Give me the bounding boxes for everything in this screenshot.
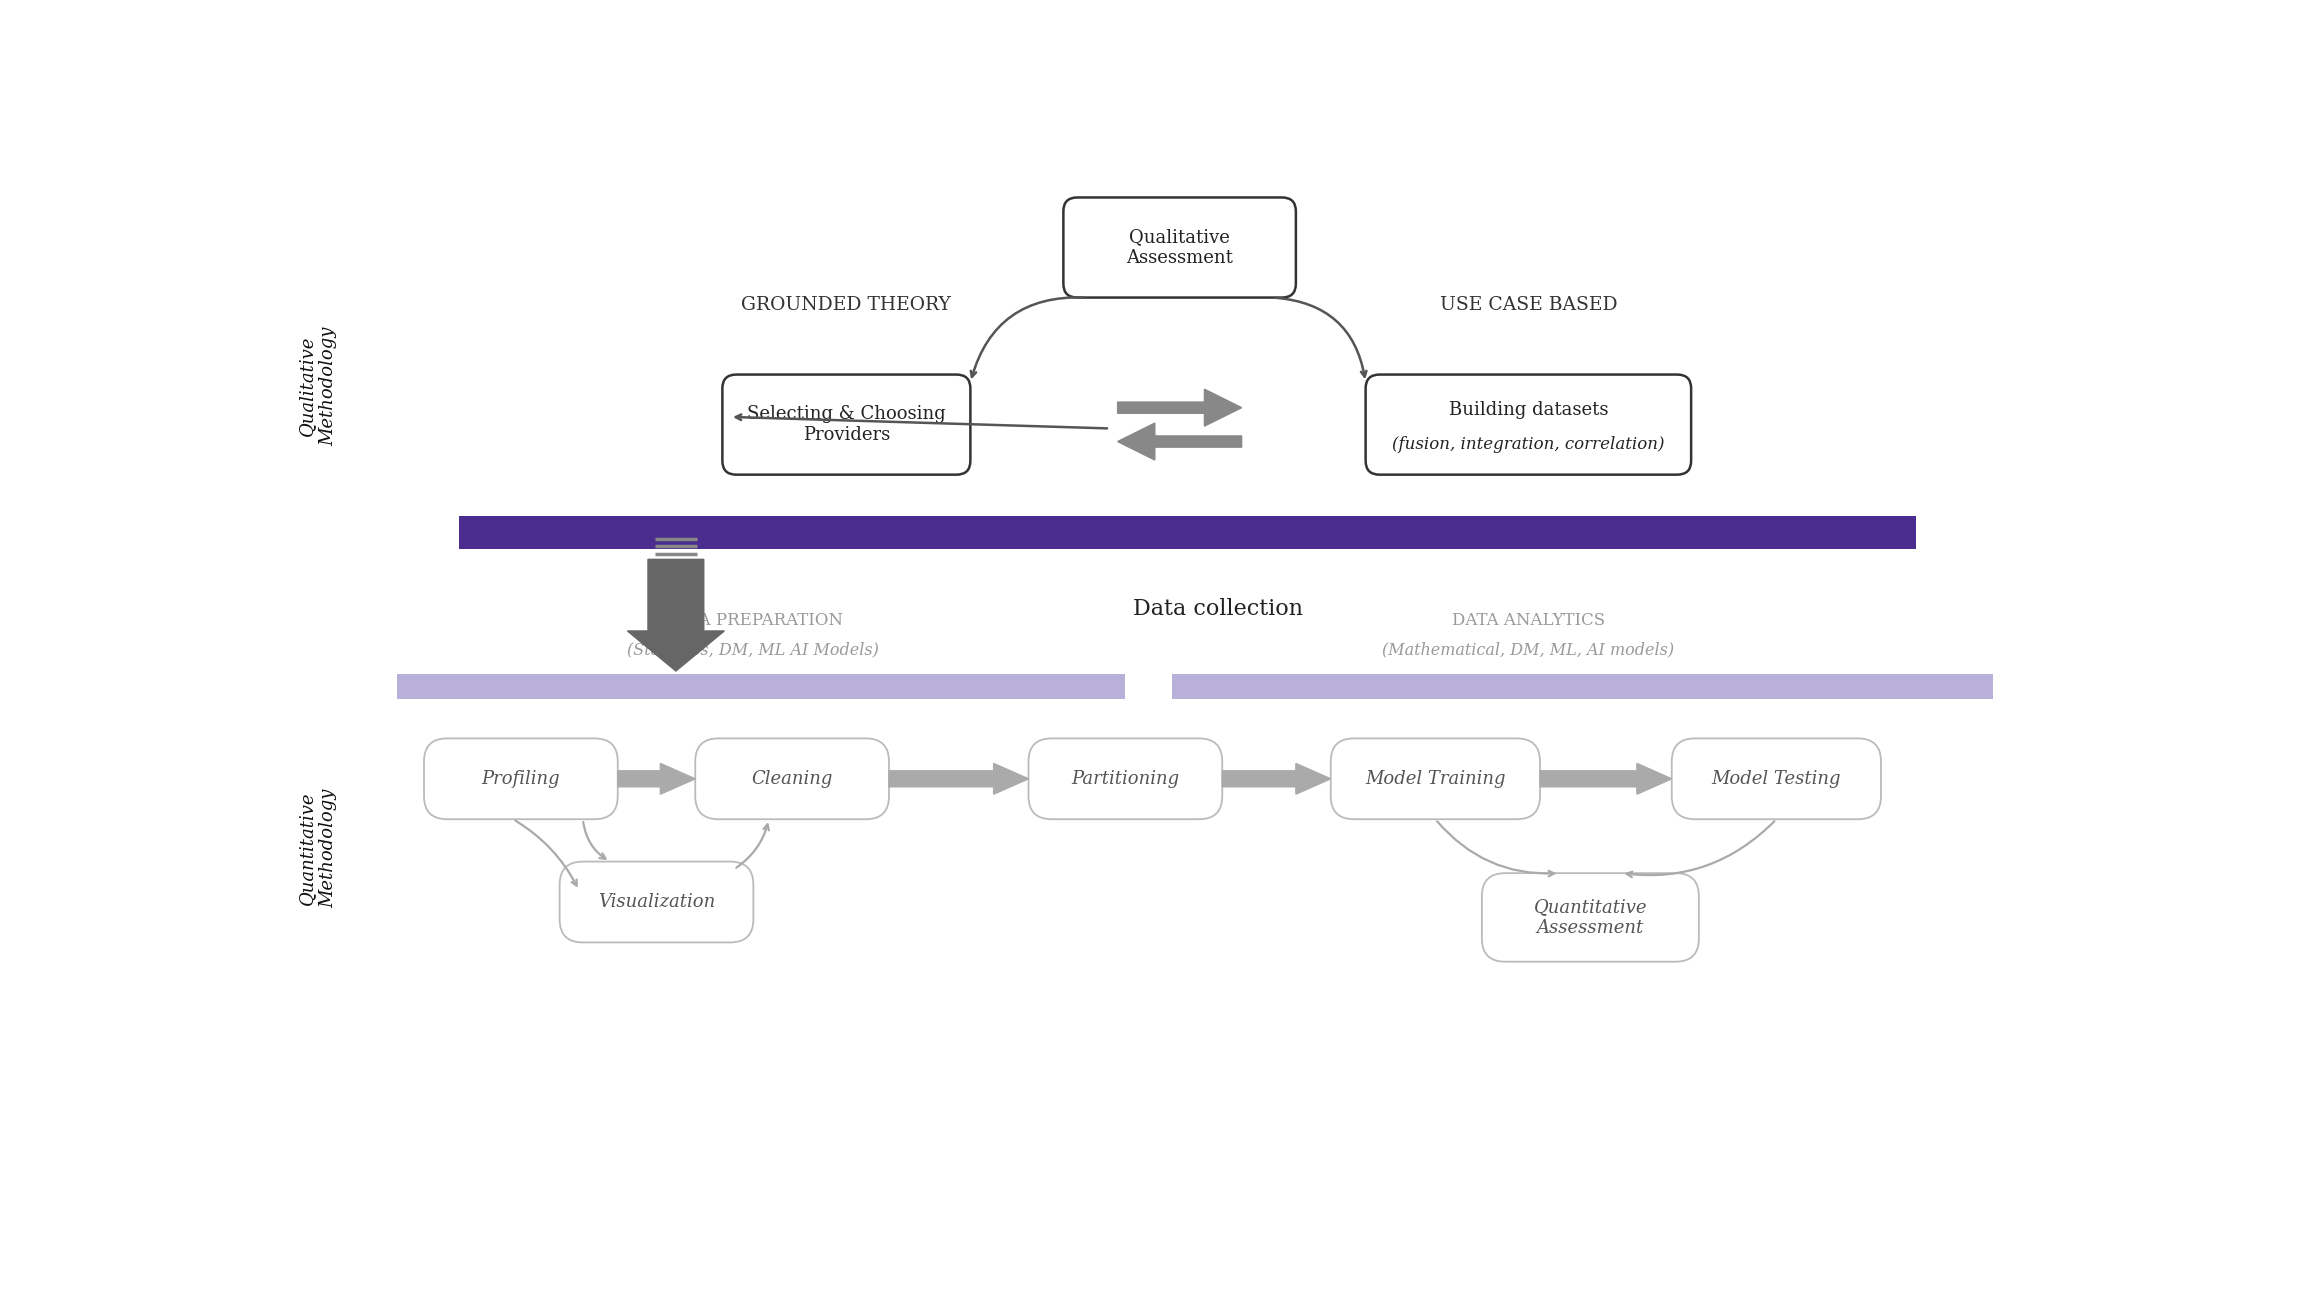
Text: Data collection: Data collection — [1133, 599, 1303, 621]
Text: (fusion, integration, correlation): (fusion, integration, correlation) — [1391, 436, 1666, 453]
Polygon shape — [1117, 423, 1241, 460]
Bar — [459, 516, 1915, 548]
Text: Model Testing: Model Testing — [1712, 770, 1841, 787]
Text: (Statistics, DM, ML AI Models): (Statistics, DM, ML AI Models) — [628, 640, 879, 659]
FancyBboxPatch shape — [561, 861, 754, 943]
Polygon shape — [628, 560, 724, 672]
Text: USE CASE BASED: USE CASE BASED — [1440, 296, 1617, 314]
FancyBboxPatch shape — [1331, 738, 1541, 820]
Text: Partitioning: Partitioning — [1070, 770, 1179, 787]
FancyBboxPatch shape — [694, 738, 888, 820]
Text: DATA ANALYTICS: DATA ANALYTICS — [1451, 612, 1606, 630]
Text: Selecting & Choosing
Providers: Selecting & Choosing Providers — [747, 405, 946, 444]
Text: Qualitative
Methodology: Qualitative Methodology — [298, 326, 337, 446]
Polygon shape — [618, 764, 694, 794]
Text: (Mathematical, DM, ML, AI models): (Mathematical, DM, ML, AI models) — [1382, 640, 1675, 659]
Text: Visualization: Visualization — [598, 892, 715, 911]
Text: Profiling: Profiling — [482, 770, 561, 787]
FancyBboxPatch shape — [1481, 873, 1698, 961]
Text: DATA PREPARATION: DATA PREPARATION — [664, 612, 842, 630]
FancyBboxPatch shape — [1064, 197, 1297, 297]
Bar — [1172, 674, 1993, 699]
FancyBboxPatch shape — [722, 374, 971, 474]
Polygon shape — [1223, 764, 1331, 794]
Text: Quantitative
Assessment: Quantitative Assessment — [1534, 898, 1647, 937]
FancyBboxPatch shape — [424, 738, 618, 820]
FancyBboxPatch shape — [1673, 738, 1880, 820]
Polygon shape — [888, 764, 1029, 794]
Polygon shape — [1541, 764, 1673, 794]
Text: Qualitative
Assessment: Qualitative Assessment — [1126, 229, 1232, 266]
Polygon shape — [1117, 390, 1241, 426]
Text: Building datasets: Building datasets — [1449, 400, 1608, 418]
Text: Cleaning: Cleaning — [752, 770, 833, 787]
FancyBboxPatch shape — [1366, 374, 1691, 474]
FancyBboxPatch shape — [1029, 738, 1223, 820]
Text: GROUNDED THEORY: GROUNDED THEORY — [741, 296, 950, 314]
Text: Model Training: Model Training — [1366, 770, 1506, 787]
Text: Quantitative
Methodology: Quantitative Methodology — [298, 788, 337, 908]
Bar — [397, 674, 1126, 699]
